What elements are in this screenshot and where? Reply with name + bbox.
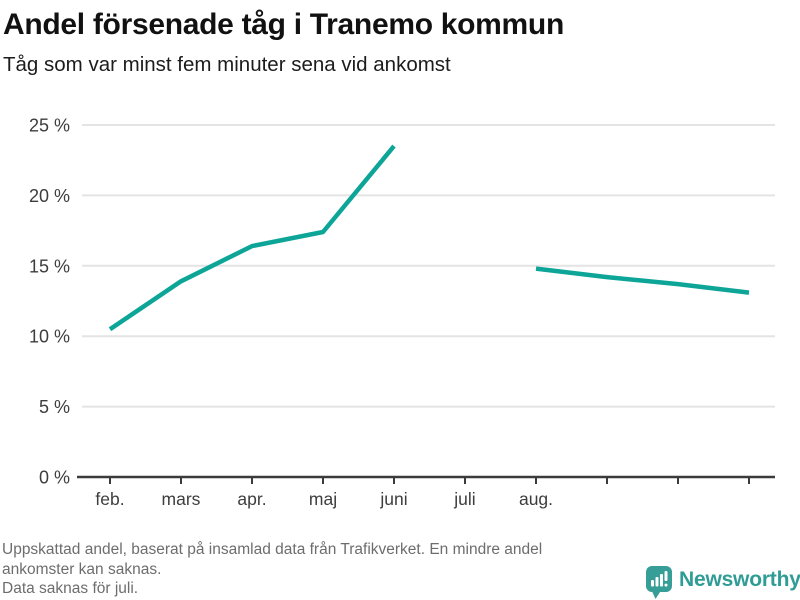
delayed-trains-line-chart: 0 % 5 % 10 % 15 % 20 % 25 % feb. mars apr. maj jun… [29, 116, 775, 509]
data-line-segment [535, 266, 750, 295]
data-line-segment [108, 144, 396, 332]
y-axis-tick-label: 25 % [29, 116, 70, 136]
y-axis-tick-label: 15 % [29, 256, 70, 276]
x-axis-tick-label: mars [162, 489, 201, 509]
x-axis-tick-label: juni [379, 489, 407, 509]
x-axis-tick-label: feb. [95, 489, 124, 509]
y-axis-tick-label: 5 % [39, 397, 70, 417]
page-subtitle: Tåg som var minst fem minuter sena vid a… [3, 53, 451, 76]
x-axis-tick-label: aug. [519, 489, 553, 509]
footer-note-line: Uppskattad andel, baserat på insamlad da… [2, 541, 543, 558]
footer-note-line: ankomster kan saknas. [2, 560, 162, 578]
newsworthy-bar-chart-bubble-icon [646, 566, 672, 599]
y-axis-tick-label: 0 % [39, 468, 70, 488]
y-axis-tick-label: 20 % [29, 186, 70, 206]
footer-note-line: Data saknas för juli. [2, 580, 139, 597]
x-axis-tick-label: apr. [237, 489, 266, 509]
y-axis-tick-label: 10 % [29, 327, 70, 347]
page-title: Andel försenade tåg i Tranemo kommun [3, 8, 564, 41]
x-axis-tick-label: juli [453, 489, 475, 509]
x-axis-tick-label: maj [309, 489, 337, 509]
newsworthy-logo: Newsworthy [646, 566, 800, 600]
footer-note: Uppskattad andel, baserat på insamlad da… [2, 540, 542, 599]
newsworthy-wordmark: Newsworthy [679, 568, 800, 591]
